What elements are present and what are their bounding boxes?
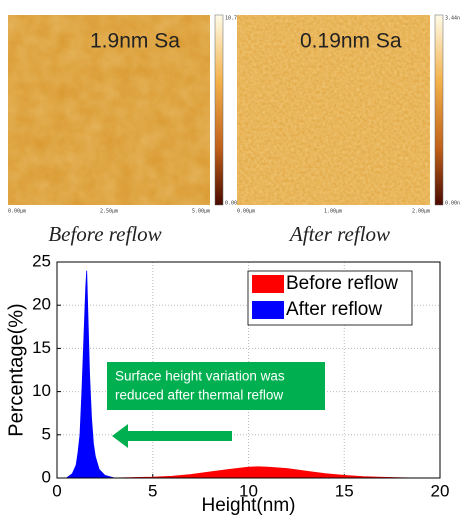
sa-label: 0.19nm Sa (300, 30, 402, 53)
legend-label: After reflow (286, 299, 382, 320)
axis-label: 0.00μm (237, 209, 255, 215)
x-tick-label: 5 (148, 481, 157, 500)
axis-label: 5.00μm (192, 209, 210, 215)
afm-before: 1.9nm Sa 10.77nm 0.00nm 0.00μm 2.50μm 5.… (8, 15, 246, 246)
y-tick-label: 0 (42, 467, 51, 486)
colorbar-max: 3.44n (445, 16, 460, 22)
legend-swatch (252, 275, 284, 293)
annotation-text: Surface height variation was (115, 369, 285, 384)
axis-label: 1.00μm (324, 209, 342, 215)
figure: 1.9nm Sa 10.77nm 0.00nm 0.00μm 2.50μm 5.… (0, 0, 461, 518)
afm-after: 0.19nm Sa 3.44n 0.00n 0.00μm 1.00μm 2.00… (237, 15, 460, 246)
y-axis-label: Percentage(%) (5, 303, 27, 436)
caption: After reflow (288, 222, 390, 246)
legend-swatch (252, 301, 284, 319)
y-tick-label: 20 (32, 295, 51, 314)
y-tick-label: 25 (32, 251, 51, 270)
x-tick-label: 20 (431, 481, 450, 500)
x-tick-label: 0 (52, 481, 61, 500)
legend-label: Before reflow (286, 273, 398, 294)
y-tick-label: 15 (32, 338, 51, 357)
sa-label: 1.9nm Sa (90, 30, 180, 53)
annotation-text: reduced after thermal reflow (115, 388, 283, 403)
x-tick-label: 15 (335, 481, 354, 500)
y-tick-label: 10 (32, 381, 51, 400)
colorbar (435, 15, 443, 205)
colorbar (215, 15, 223, 205)
x-axis-label: Height(nm) (202, 495, 296, 516)
caption: Before reflow (48, 222, 161, 246)
axis-label: 2.00μm (412, 209, 430, 215)
axis-label: 2.50μm (100, 209, 118, 215)
axis-label: 0.00μm (8, 209, 26, 215)
colorbar-min: 0.00n (445, 201, 460, 207)
y-tick-label: 5 (42, 424, 51, 443)
